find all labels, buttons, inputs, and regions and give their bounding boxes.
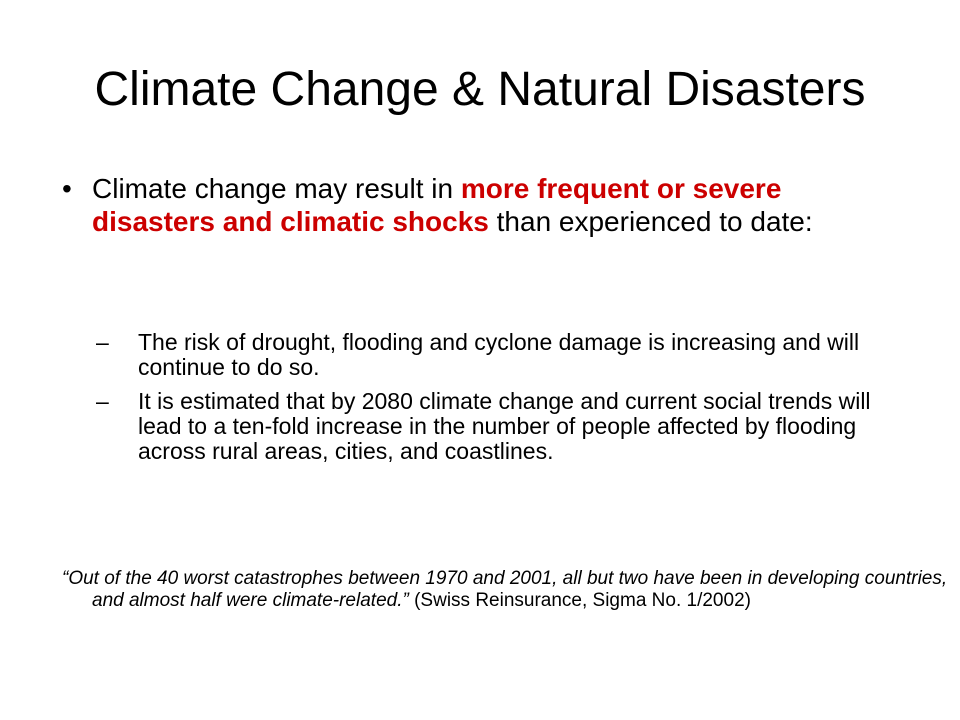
sub-bullet-text: It is estimated that by 2080 climate cha… [138, 388, 871, 464]
quote-text: “Out of the 40 worst catastrophes betwee… [62, 568, 948, 611]
sub-bullet-list: – The risk of drought, flooding and cycl… [96, 330, 916, 473]
slide-title: Climate Change & Natural Disasters [94, 63, 866, 116]
sub-bullet-marker: – [96, 329, 109, 355]
main-bullet: • Climate change may result in more freq… [62, 172, 902, 238]
bullet-marker: • [62, 173, 72, 204]
bullet-text-before: Climate change may result in [92, 173, 461, 204]
sub-bullet-marker: – [96, 388, 109, 414]
sub-bullet: – It is estimated that by 2080 climate c… [96, 389, 916, 464]
bullet-highlight: more frequent or severe disasters and cl… [92, 173, 782, 237]
sub-bullet: – The risk of drought, flooding and cycl… [96, 330, 916, 380]
bullet-text-after: than experienced to date: [488, 206, 813, 237]
main-bullet-row: • Climate change may result in more freq… [62, 172, 902, 238]
sub-bullet-text: The risk of drought, flooding and cyclon… [138, 329, 860, 380]
quote-block: “Out of the 40 worst catastrophes betwee… [62, 568, 952, 612]
quote-source: (Swiss Reinsurance, Sigma No. 1/2002) [408, 590, 751, 611]
